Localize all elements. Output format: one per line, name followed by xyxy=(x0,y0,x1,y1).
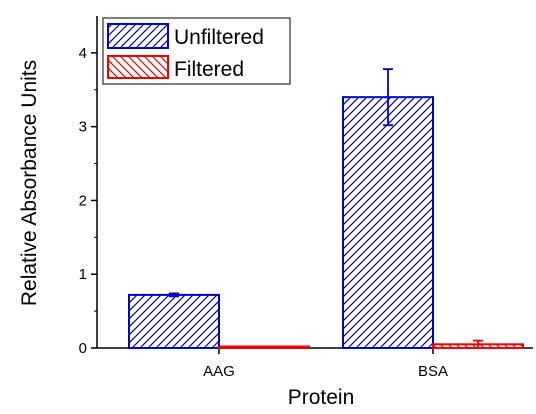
bar-filtered-aag xyxy=(218,345,310,349)
x-axis-title: Protein xyxy=(288,386,355,409)
y-tick-label: 4 xyxy=(79,45,87,62)
y-tick-label: 1 xyxy=(79,266,87,283)
legend-swatch-unfiltered xyxy=(107,23,169,49)
legend: Unfiltered Filtered xyxy=(102,17,291,85)
bar-unfiltered-aag xyxy=(128,293,220,350)
x-tick-label: BSA xyxy=(418,363,448,380)
y-axis-title: Relative Absorbance Units xyxy=(18,60,41,306)
legend-swatch-filtered xyxy=(107,55,169,79)
y-tick-label: 2 xyxy=(79,192,87,209)
legend-label-filtered: Filtered xyxy=(174,58,244,81)
x-tick-label: AAG xyxy=(203,363,235,380)
y-tick-label: 3 xyxy=(79,119,87,136)
plot-area: 0 1 2 3 4 AAG BSA xyxy=(79,16,533,380)
bar-unfiltered-bsa xyxy=(342,96,434,350)
legend-label-unfiltered: Unfiltered xyxy=(174,26,264,49)
y-tick-label: 0 xyxy=(79,340,87,357)
